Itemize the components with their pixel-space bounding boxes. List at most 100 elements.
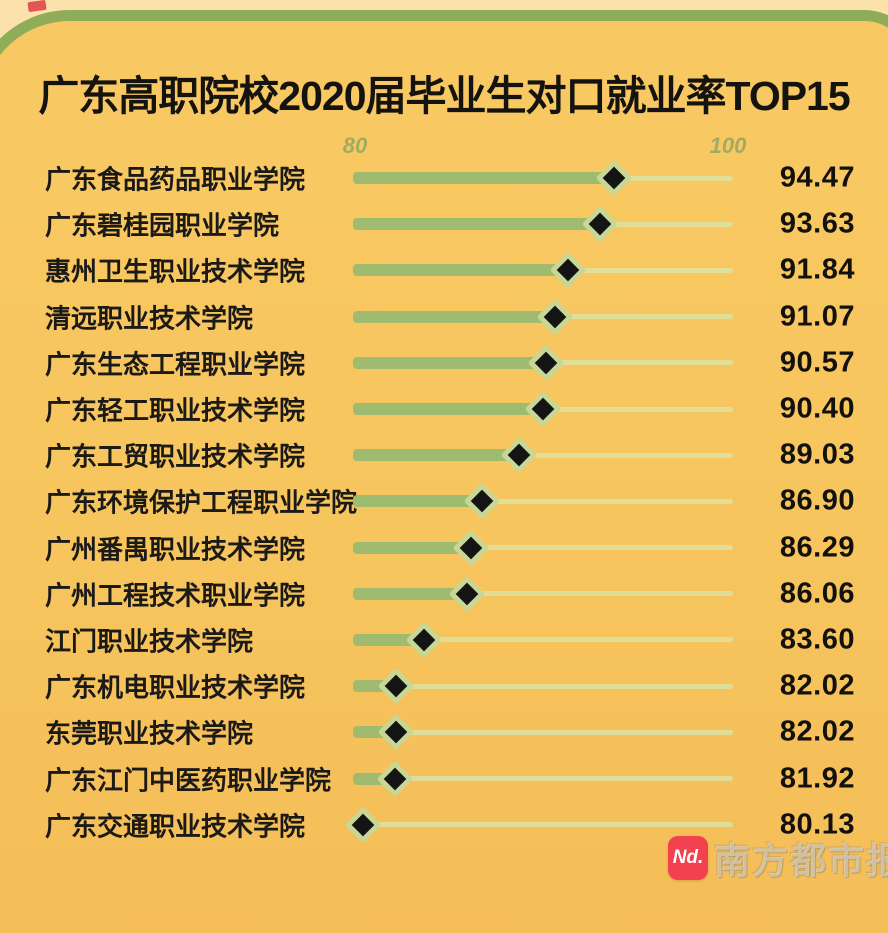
employment-rate-value: 91.84 [779, 253, 855, 286]
bar-track [353, 709, 733, 755]
bar-track [344, 802, 733, 848]
college-name-label: 广州番禺职业技术学院 [45, 534, 306, 565]
red-corner-mark [27, 0, 47, 13]
college-name-label: 广东食品药品职业学院 [45, 164, 306, 195]
bar-track [353, 478, 733, 524]
employment-rate-value: 86.06 [779, 577, 855, 610]
chart-row: 广州番禺职业技术学院 86.29 [0, 525, 888, 571]
employment-rate-value: 80.13 [779, 808, 855, 841]
bar-fill [353, 218, 600, 231]
nd-logo-icon: Nd. [668, 836, 708, 880]
chart-row: 惠州卫生职业技术学院 91.84 [0, 247, 888, 293]
bar-fill [353, 495, 482, 508]
college-name-label: 东莞职业技术学院 [45, 718, 254, 749]
chart-row: 广东交通职业技术学院 80.13 [0, 802, 888, 848]
bar-fill [353, 310, 555, 323]
track-baseline [353, 683, 733, 689]
college-name-label: 广东交通职业技术学院 [45, 811, 306, 842]
college-name-label: 广东生态工程职业学院 [45, 349, 306, 380]
employment-rate-value: 89.03 [779, 438, 855, 471]
chart-row: 东莞职业技术学院 82.02 [0, 709, 888, 755]
diamond-marker-icon [527, 344, 565, 382]
diamond-marker-icon [463, 483, 501, 520]
chart-row: 江门职业技术学院 83.60 [0, 617, 888, 663]
track-baseline [353, 822, 733, 828]
bar-track [353, 571, 733, 617]
chart-row: 广东食品药品职业学院 94.47 [0, 155, 888, 201]
bar-track [353, 247, 733, 293]
chart-title: 广东高职院校2020届毕业生对口就业率TOP15 [38, 73, 850, 119]
bar-fill [353, 172, 615, 185]
track-baseline [353, 545, 733, 551]
college-name-label: 广东轻工职业技术学院 [45, 395, 306, 426]
bar-fill [353, 541, 472, 554]
college-name-label: 广州工程技术职业学院 [45, 580, 306, 611]
bar-fill [353, 356, 546, 369]
track-baseline [353, 729, 733, 735]
bar-track [353, 663, 733, 709]
employment-rate-value: 93.63 [779, 207, 855, 240]
nd-logo-text: Nd. [672, 847, 704, 868]
track-baseline [353, 776, 733, 782]
bar-track [353, 432, 733, 478]
diamond-marker-icon [536, 298, 574, 336]
diamond-marker-icon [448, 575, 486, 613]
employment-rate-value: 90.40 [779, 392, 855, 425]
diamond-marker-icon [524, 390, 562, 428]
bar-track [353, 755, 733, 801]
diamond-marker-icon [452, 529, 490, 566]
diamond-marker-icon [500, 436, 538, 474]
chart-row: 广东机电职业技术学院 82.02 [0, 663, 888, 709]
track-baseline [353, 498, 733, 504]
diamond-marker-icon [376, 760, 413, 797]
college-name-label: 江门职业技术学院 [45, 626, 254, 657]
employment-rate-value: 86.29 [779, 531, 855, 564]
employment-rate-value: 94.47 [779, 161, 855, 194]
diamond-marker-icon [377, 713, 415, 751]
track-baseline [353, 452, 733, 458]
college-name-label: 广东工贸职业技术学院 [45, 441, 306, 472]
college-name-label: 广东机电职业技术学院 [45, 672, 306, 703]
employment-rate-value: 83.60 [779, 623, 855, 656]
track-baseline [353, 637, 733, 643]
bar-track [353, 386, 733, 432]
bar-fill [353, 264, 569, 277]
chart-row: 广东轻工职业技术学院 90.40 [0, 386, 888, 432]
chart-row: 广东生态工程职业学院 90.57 [0, 340, 888, 386]
diamond-marker-icon [377, 667, 415, 705]
bar-fill [353, 633, 424, 646]
chart-row: 广东环境保护工程职业学院 86.90 [0, 478, 888, 524]
chart-rows: 广东食品药品职业学院 94.47 广东碧桂园职业学院 93.63 惠州卫生职业技… [0, 155, 888, 848]
axis-tick-100: 100 [709, 133, 747, 158]
chart-row: 广东工贸职业技术学院 89.03 [0, 432, 888, 478]
diamond-marker-icon [549, 252, 587, 289]
bar-track [353, 340, 733, 386]
bar-track [353, 617, 733, 663]
bar-track [353, 294, 733, 340]
track-baseline [353, 591, 733, 597]
axis-tick-80: 80 [342, 133, 368, 158]
bar-fill [353, 403, 543, 416]
chart-row: 清远职业技术学院 91.07 [0, 294, 888, 340]
bar-track [353, 155, 733, 201]
chart-row: 广东江门中医药职业学院 81.92 [0, 755, 888, 801]
employment-rate-value: 91.07 [779, 300, 855, 333]
chart-row: 广州工程技术职业学院 86.06 [0, 571, 888, 617]
diamond-marker-icon [595, 159, 633, 197]
employment-rate-value: 90.57 [779, 346, 855, 379]
employment-rate-value: 86.90 [779, 484, 855, 517]
chart-row: 广东碧桂园职业学院 93.63 [0, 201, 888, 247]
publisher-watermark: Nd. 南方都市报 [668, 832, 888, 884]
bar-track [353, 525, 733, 571]
college-name-label: 惠州卫生职业技术学院 [45, 256, 306, 287]
bar-track [353, 201, 733, 247]
college-name-label: 广东环境保护工程职业学院 [45, 487, 358, 518]
college-name-label: 广东碧桂园职业学院 [45, 210, 280, 241]
bar-fill [353, 587, 468, 600]
college-name-label: 广东江门中医药职业学院 [45, 765, 332, 796]
diamond-marker-icon [405, 621, 443, 659]
college-name-label: 清远职业技术学院 [45, 303, 254, 334]
bar-fill [353, 449, 520, 462]
diamond-marker-icon [581, 205, 618, 243]
publisher-name: 南方都市报 [714, 840, 888, 881]
